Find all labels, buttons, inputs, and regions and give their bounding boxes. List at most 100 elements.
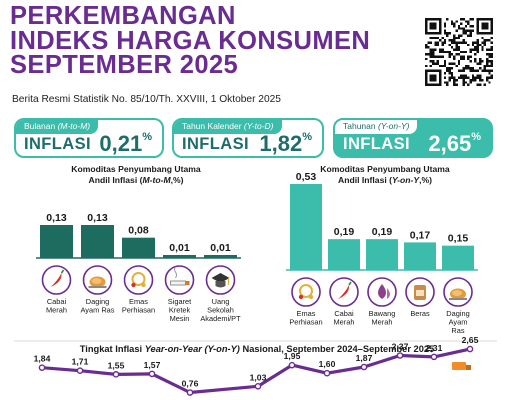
card-label: INFLASI (24, 135, 91, 153)
gold-jewelry-icon (131, 272, 146, 288)
mtm-icon-circle (41, 265, 72, 295)
mtm-category-label: Akademi/PT (200, 314, 241, 323)
title-line-3: SEPTEMBER 2025 (10, 51, 239, 79)
mtm-category-label: Cabai (47, 297, 67, 306)
mtm-icon-circle (123, 265, 154, 295)
yoy-category-label: Bawang (369, 309, 396, 318)
mtm-bar (122, 237, 155, 258)
yoy-bar (290, 184, 322, 270)
trend-point (466, 345, 474, 353)
trend-point (430, 353, 438, 361)
title-line-2: INDEKS HARGA KONSUMEN (10, 26, 371, 55)
yoy-bar (404, 242, 436, 270)
yoy-value-label: 0,53 (296, 171, 317, 183)
qr-code-icon[interactable] (425, 18, 493, 86)
mtm-category-label: Sigaret (168, 297, 191, 306)
trend-value-label: 1,57 (144, 360, 161, 370)
card-tag: Tahunan (Y-on-Y) (335, 120, 418, 134)
yoy-bar (328, 239, 360, 270)
trend-point (323, 369, 331, 377)
yoy-value-label: 0,19 (372, 226, 393, 238)
yoy-icon-circle (291, 277, 321, 307)
mtm-value-label: 0,01 (169, 242, 190, 254)
yoy-value-label: 0,19 (334, 226, 355, 238)
trend-value-label: 1,84 (34, 354, 51, 364)
cigarette-icon (170, 266, 190, 286)
trend-value-label: 1,55 (108, 360, 125, 370)
trend-chart-title: Tingkat Inflasi Year-on-Year (Y-on-Y) Na… (79, 344, 435, 354)
page-title: PERKEMBANGAN INDEKS HARGA KONSUMEN SEPTE… (10, 4, 410, 78)
card-value: 1,82% (259, 131, 312, 156)
card-monthly-inflation: Bulanan (M-to-M) INFLASI 0,21% (14, 118, 164, 158)
mtm-category-label: Ayam Ras (81, 306, 115, 315)
chili-icon (50, 269, 65, 287)
mtm-category-label: Emas (129, 297, 148, 306)
mtm-bar (204, 255, 237, 258)
yoy-category-label: Merah (334, 318, 355, 327)
title-line-1: PERKEMBANGAN (10, 2, 236, 30)
chicken-icon (88, 276, 107, 288)
trend-point (76, 367, 84, 374)
yoy-chart-title: Komoditas Penyumbang Utama Andil Inflasi… (320, 164, 450, 185)
yoy-category-label: Ayam (449, 318, 468, 327)
trend-value-label: 1,71 (72, 357, 89, 367)
shallot-icon (378, 284, 390, 299)
mtm-value-label: 0,13 (46, 212, 67, 224)
card-ytd-inflation: Tahun Kalender (Y-to-D) INFLASI 1,82% (172, 118, 324, 158)
chili-icon (338, 281, 352, 299)
trend-value-label: 1,95 (284, 351, 301, 361)
card-yoy-inflation: Tahunan (Y-on-Y) INFLASI 2,65% (333, 118, 493, 158)
truck-icon (466, 365, 471, 370)
yoy-category-label: Emas (297, 309, 316, 318)
yoy-category-label: Cabai (334, 309, 354, 318)
mtm-bar (163, 255, 196, 258)
card-tag: Bulanan (M-to-M) (16, 120, 99, 134)
trend-value-label: 2,65 (462, 335, 479, 345)
yoy-bar (366, 239, 398, 270)
yoy-value-label: 0,15 (448, 233, 469, 245)
trend-value-label: 2,37 (392, 341, 409, 351)
trend-point (288, 361, 296, 369)
trend-point (38, 364, 46, 371)
trend-line (41, 347, 471, 395)
trend-point (186, 389, 194, 396)
trend-point (360, 363, 368, 371)
mtm-category-label: Kretek (169, 306, 191, 315)
card-tag: Tahun Kalender (Y-to-D) (174, 120, 282, 134)
trend-point (396, 352, 404, 359)
mtm-bar (81, 225, 114, 258)
yoy-category-label: Merah (372, 318, 393, 327)
graduation-cap-icon (211, 273, 230, 288)
mtm-value-label: 0,08 (128, 225, 149, 237)
yoy-bar (442, 245, 474, 270)
yoy-category-label: Beras (410, 309, 430, 318)
trend-point (254, 383, 262, 390)
card-label: INFLASI (343, 135, 410, 153)
mtm-chart-title: Komoditas Penyumbang Utama Andil Inflasi… (71, 164, 201, 185)
chicken-icon (449, 288, 467, 300)
mtm-category-label: Uang (212, 297, 230, 306)
yoy-icon-circle (329, 277, 359, 307)
mtm-value-label: 0,13 (87, 212, 108, 224)
mtm-category-label: Daging (86, 297, 109, 306)
mtm-bar (40, 225, 73, 258)
yoy-value-label: 0,17 (410, 229, 431, 241)
card-label: INFLASI (182, 135, 249, 153)
mtm-icon-circle (164, 265, 195, 295)
trend-point (148, 370, 156, 378)
rice-icon (414, 285, 426, 300)
card-value: 2,65% (428, 131, 481, 156)
mtm-category-label: Merah (46, 306, 67, 315)
card-value: 0,21% (99, 131, 152, 156)
mtm-category-label: Mesin (170, 314, 190, 323)
mtm-category-label: Sekolah (207, 306, 234, 315)
trend-point (112, 371, 120, 378)
trend-value-label: 1,60 (319, 359, 336, 369)
yoy-category-label: Perhiasan (289, 318, 322, 327)
yoy-category-label: Ras (451, 326, 464, 335)
gold-jewelry-icon (298, 284, 314, 300)
subtitle: Berita Resmi Statistik No. 85/10/Th. XXV… (12, 94, 281, 105)
mtm-category-label: Perhiasan (122, 306, 155, 315)
trend-value-label: 1,87 (356, 353, 373, 363)
